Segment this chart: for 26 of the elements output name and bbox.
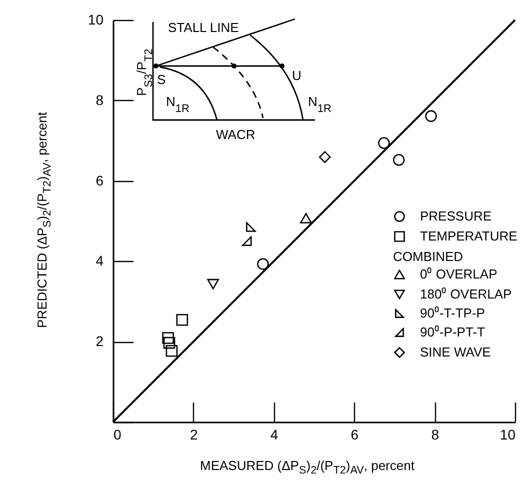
x-tick-label: 2 [190, 426, 198, 442]
annotation: WACR [216, 127, 256, 142]
annotation: N$_{1R}$ [308, 94, 332, 115]
annotation: COMBINED [393, 249, 464, 264]
y-tick-label: 6 [96, 172, 104, 188]
annotation: N$_{1R}$ [166, 94, 190, 115]
annotation: U [292, 68, 302, 83]
y-tick-label: 8 [96, 92, 104, 108]
legend-label: PRESSURE [420, 208, 492, 224]
x-tick-label: 8 [431, 426, 440, 442]
legend-label: SINE WAVE [420, 344, 492, 360]
text: MEASURED (ΔP$_{S}$)$_{2}$/(P$_{T2}$)$_{AV}$, percent [200, 458, 414, 477]
legend-label: 0⁰ OVERLAP [420, 266, 498, 282]
x-tick-label: 10 [500, 426, 516, 442]
annotation: STALL LINE [168, 20, 240, 35]
legend-label: TEMPERATURE [420, 228, 518, 244]
legend-label: 180⁰ OVERLAP [420, 286, 512, 302]
x-tick-label: 4 [270, 426, 278, 442]
y-tick-label: 4 [96, 252, 104, 269]
annotation: S [157, 72, 166, 87]
x-tick-label: 6 [350, 426, 359, 442]
x-tick-label: 0 [114, 426, 122, 442]
legend-label: 90⁰-T-TP-P [420, 306, 485, 320]
y-tick-label: 10 [88, 12, 104, 28]
y-tick-label: 2 [96, 333, 104, 350]
legend-label: 90⁰-P-PT-T [420, 324, 486, 340]
